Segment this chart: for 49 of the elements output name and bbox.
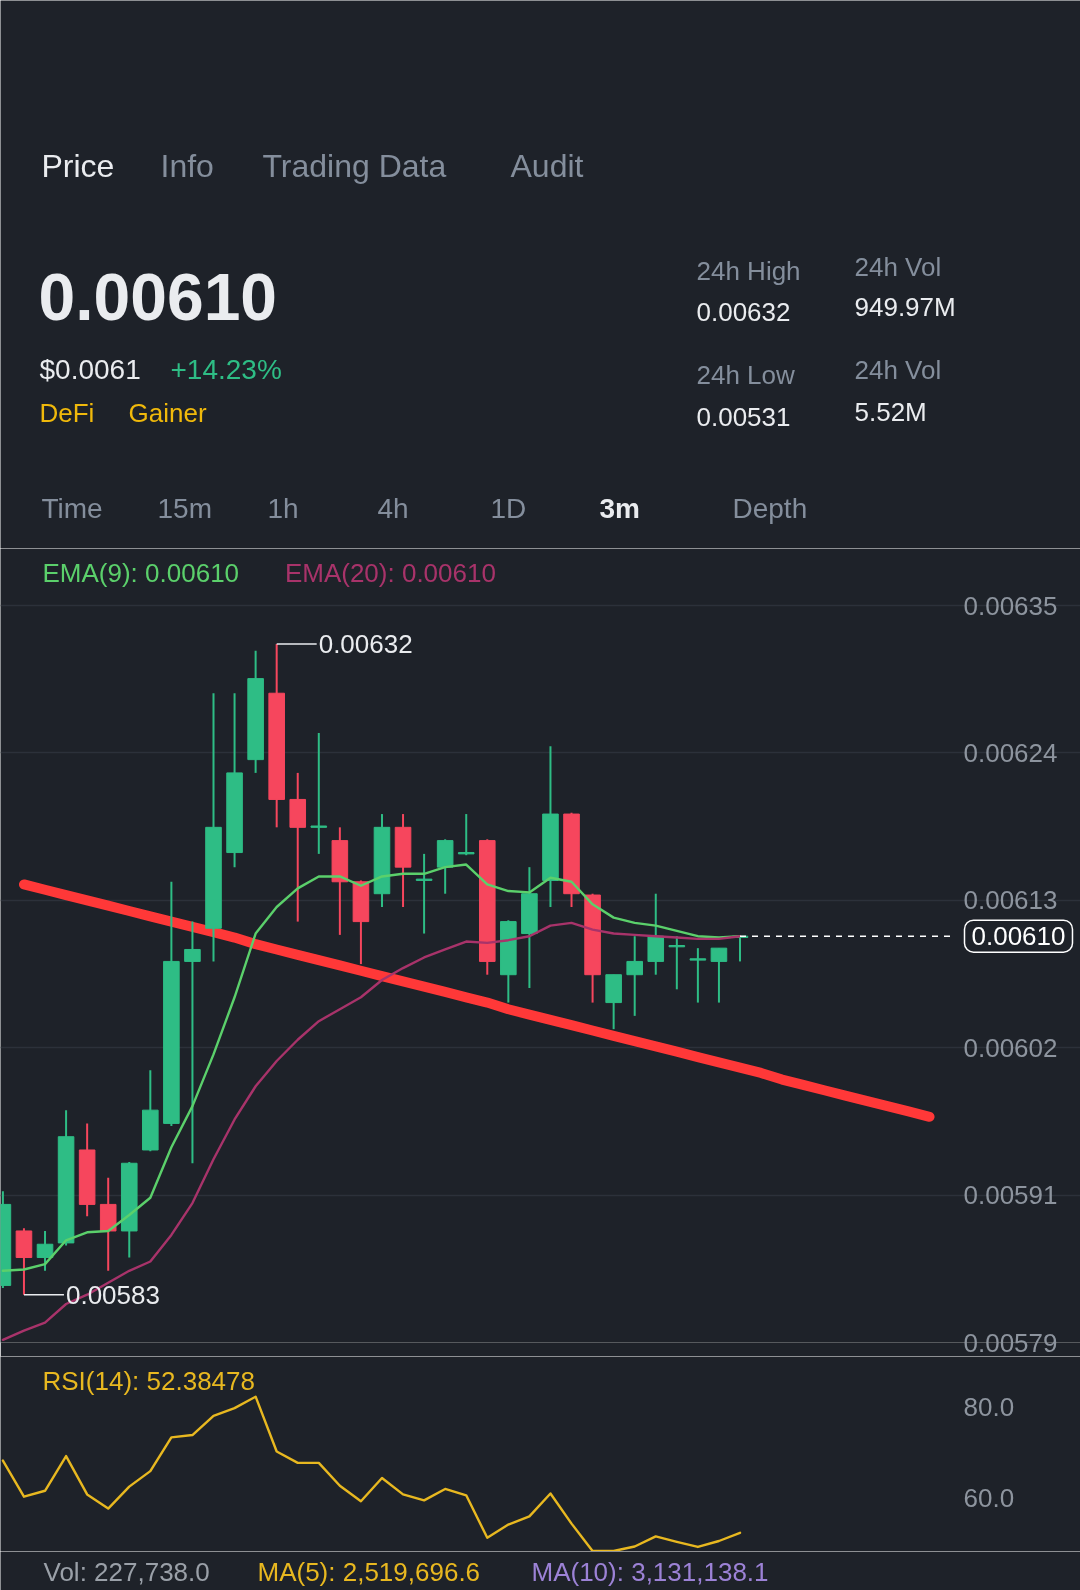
ref-line-label: 0.00610: [971, 921, 1066, 952]
candlestick: [689, 947, 707, 1004]
text: 4h: [377, 493, 409, 524]
text: $0.0061: [39, 354, 141, 385]
text: Info: [160, 147, 214, 184]
text: 24h Low: [696, 359, 796, 390]
text: EMA(9): 0.00610: [42, 557, 240, 588]
candlestick: [36, 1229, 54, 1272]
text: 5.52M: [854, 396, 927, 427]
text: 949.97M: [854, 291, 956, 322]
candlestick: [310, 732, 328, 855]
series-label: RSI(14): 52.38478: [42, 1365, 255, 1396]
text: Audit: [510, 147, 584, 184]
text: 0.00610: [38, 259, 278, 334]
y-tick-label: 0.00635: [963, 590, 1058, 621]
candlestick: [626, 935, 643, 1017]
y-tick-label: 0.00624: [963, 737, 1058, 768]
text: 24h Vol: [854, 354, 942, 385]
candlestick: [710, 947, 728, 1004]
candlestick: [184, 920, 201, 1165]
text: 3m: [599, 493, 640, 524]
text: Time: [41, 493, 103, 524]
text: Vol: 227,738.0: [43, 1556, 210, 1587]
y-tick-label: 0.00591: [963, 1180, 1058, 1211]
text: 1D: [490, 493, 527, 524]
y-tick-label: 0.00613: [963, 885, 1058, 916]
text: Price: [41, 147, 115, 184]
text: 0.00632: [696, 296, 791, 327]
text: 24h High: [696, 255, 801, 286]
text: DeFi: [39, 397, 95, 428]
y-tick-label: 0.00579: [963, 1327, 1058, 1358]
text: 1h: [267, 493, 299, 524]
text: Trading Data: [262, 147, 447, 184]
text: 15m: [157, 493, 212, 524]
text: MA(5): 2,519,696.6: [257, 1556, 481, 1587]
candlestick: [457, 813, 475, 857]
y-tick-label: 60.0: [963, 1483, 1015, 1514]
y-tick-label: 80.0: [963, 1391, 1015, 1422]
text: Gainer: [128, 397, 207, 428]
line-series: [1, 1395, 742, 1551]
text: +14.23%: [170, 354, 282, 385]
text: MA(10): 3,131,138.1: [531, 1556, 769, 1587]
text: 24h Vol: [854, 251, 942, 282]
y-tick-label: 0.00602: [963, 1032, 1058, 1063]
text: 0.00531: [696, 401, 791, 432]
text: EMA(20): 0.00610: [284, 557, 496, 588]
annotation: 0.00632: [318, 629, 413, 660]
candlestick: [415, 852, 433, 935]
text: Depth: [732, 493, 808, 524]
